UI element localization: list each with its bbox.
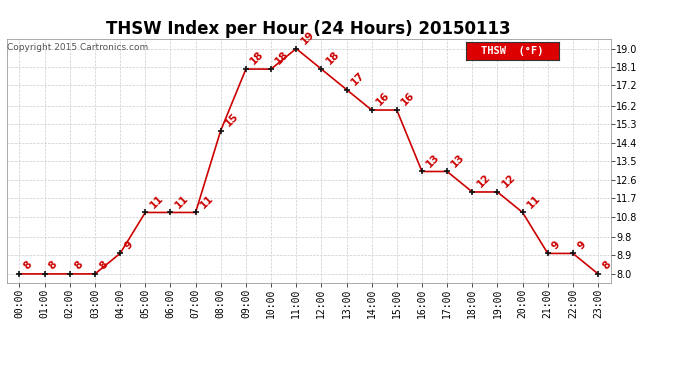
Text: 18: 18: [324, 49, 341, 67]
Text: 11: 11: [173, 193, 190, 210]
Text: 8: 8: [72, 259, 84, 272]
Title: THSW Index per Hour (24 Hours) 20150113: THSW Index per Hour (24 Hours) 20150113: [106, 20, 511, 38]
Text: 19: 19: [299, 29, 316, 46]
Text: 11: 11: [148, 193, 165, 210]
Text: 18: 18: [248, 49, 266, 67]
Text: 9: 9: [123, 239, 135, 251]
Text: Copyright 2015 Cartronics.com: Copyright 2015 Cartronics.com: [7, 44, 148, 52]
Text: 13: 13: [424, 152, 442, 169]
Text: 8: 8: [600, 259, 613, 272]
Text: 11: 11: [525, 193, 542, 210]
Text: 8: 8: [22, 259, 34, 272]
Text: 15: 15: [224, 111, 241, 128]
Text: 8: 8: [97, 259, 110, 272]
Text: 17: 17: [349, 70, 366, 87]
Text: 13: 13: [450, 152, 467, 169]
Text: 9: 9: [575, 239, 588, 251]
Text: 16: 16: [374, 90, 391, 108]
Text: 11: 11: [198, 193, 215, 210]
Text: 18: 18: [273, 49, 291, 67]
Text: 9: 9: [551, 239, 562, 251]
Text: 12: 12: [475, 172, 492, 189]
Text: 12: 12: [500, 172, 518, 189]
Text: 8: 8: [47, 259, 59, 272]
Text: 16: 16: [400, 90, 417, 108]
